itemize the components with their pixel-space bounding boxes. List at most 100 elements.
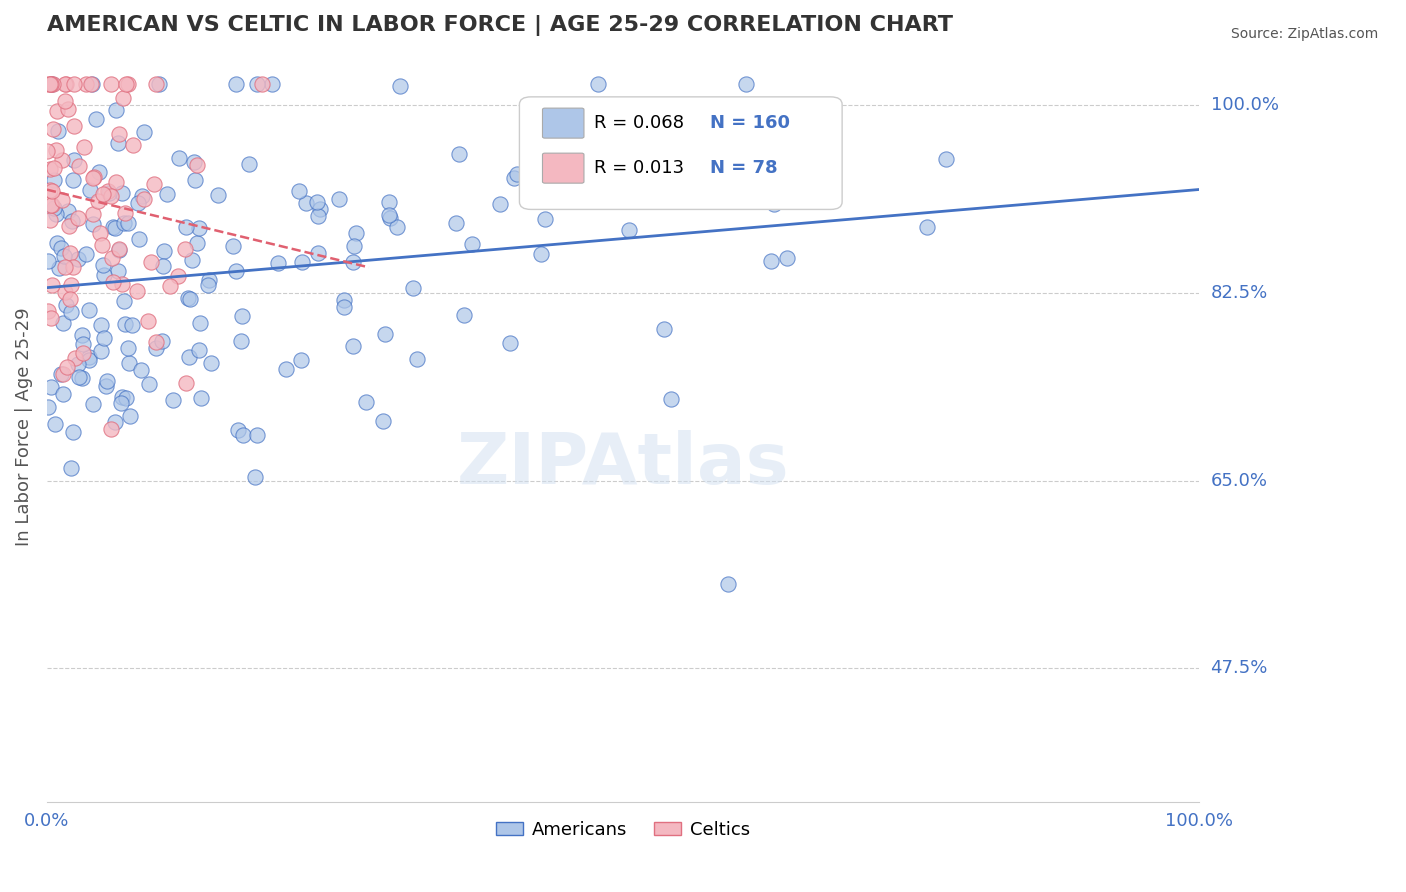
Point xyxy=(45,104,67,119)
Point xyxy=(295,196,318,211)
Point xyxy=(184,173,207,187)
Point xyxy=(101,275,124,289)
Point xyxy=(86,112,108,126)
Point xyxy=(67,252,90,266)
Point xyxy=(37,144,59,158)
Point xyxy=(139,255,162,269)
Point xyxy=(100,77,122,91)
Point xyxy=(100,251,122,265)
Point xyxy=(307,246,329,260)
Text: ZIPAtlas: ZIPAtlas xyxy=(457,430,789,499)
Point xyxy=(37,400,59,414)
Point xyxy=(91,187,114,202)
Point xyxy=(49,241,72,255)
Point xyxy=(179,292,201,306)
Legend: Americans, Celtics: Americans, Celtics xyxy=(488,814,758,846)
Point xyxy=(117,77,139,91)
Point xyxy=(131,188,153,202)
Point xyxy=(55,77,77,91)
Point xyxy=(267,256,290,270)
Point xyxy=(41,184,63,198)
Point xyxy=(67,357,90,371)
Point xyxy=(37,304,59,318)
Point xyxy=(183,155,205,169)
Point xyxy=(152,334,174,348)
Point xyxy=(156,187,179,202)
Point xyxy=(38,184,60,198)
Point xyxy=(117,341,139,355)
Text: AMERICAN VS CELTIC IN LABOR FORCE | AGE 25-29 CORRELATION CHART: AMERICAN VS CELTIC IN LABOR FORCE | AGE … xyxy=(46,15,953,36)
Point xyxy=(176,219,198,234)
Point xyxy=(79,353,101,368)
Point xyxy=(114,205,136,219)
Point xyxy=(41,198,63,212)
Point xyxy=(136,314,159,328)
Point xyxy=(333,300,356,314)
Text: N = 78: N = 78 xyxy=(710,159,778,178)
Point xyxy=(77,350,100,364)
Point xyxy=(53,285,76,299)
Point xyxy=(107,128,129,142)
Point xyxy=(332,293,354,307)
Point xyxy=(70,371,93,385)
Point xyxy=(52,367,75,381)
Point xyxy=(138,376,160,391)
Point xyxy=(291,255,314,269)
Point xyxy=(371,414,394,428)
Point xyxy=(45,207,67,221)
Point xyxy=(287,184,309,198)
Point xyxy=(200,356,222,370)
Point xyxy=(48,260,70,275)
Point xyxy=(96,379,118,393)
Point xyxy=(93,331,115,345)
Point xyxy=(534,211,557,226)
Point xyxy=(100,189,122,203)
Point xyxy=(145,341,167,355)
Point xyxy=(63,77,86,91)
Point xyxy=(125,284,148,298)
Point xyxy=(90,344,112,359)
Point xyxy=(389,79,412,94)
Point xyxy=(153,244,176,259)
Point xyxy=(630,121,652,136)
Point xyxy=(75,246,97,260)
Point xyxy=(143,177,166,191)
Point xyxy=(186,235,208,250)
Point xyxy=(82,207,104,221)
Point xyxy=(121,318,143,332)
Point xyxy=(82,397,104,411)
Point xyxy=(110,396,132,410)
Point xyxy=(107,264,129,278)
Point xyxy=(67,159,90,173)
Point xyxy=(565,104,588,119)
Point xyxy=(39,161,62,176)
Point xyxy=(98,186,121,200)
Point xyxy=(174,243,197,257)
Point xyxy=(231,310,253,324)
Point xyxy=(117,216,139,230)
Point xyxy=(55,298,77,312)
Point xyxy=(225,77,247,91)
Point xyxy=(62,120,84,134)
Point xyxy=(44,173,66,187)
Point xyxy=(51,194,73,208)
Point xyxy=(82,77,104,91)
Point xyxy=(96,374,118,388)
Point xyxy=(225,263,247,277)
Point xyxy=(115,77,138,91)
Point xyxy=(531,136,554,150)
Point xyxy=(652,322,675,336)
Point xyxy=(51,153,73,167)
Point xyxy=(41,122,63,136)
Point xyxy=(52,249,75,263)
Point xyxy=(58,102,80,116)
FancyBboxPatch shape xyxy=(519,97,842,210)
Point xyxy=(87,164,110,178)
Point xyxy=(250,77,273,91)
Point xyxy=(72,346,94,360)
Point xyxy=(42,202,65,216)
Point xyxy=(111,186,134,200)
Point xyxy=(41,77,63,91)
Point xyxy=(499,335,522,350)
Point xyxy=(104,416,127,430)
